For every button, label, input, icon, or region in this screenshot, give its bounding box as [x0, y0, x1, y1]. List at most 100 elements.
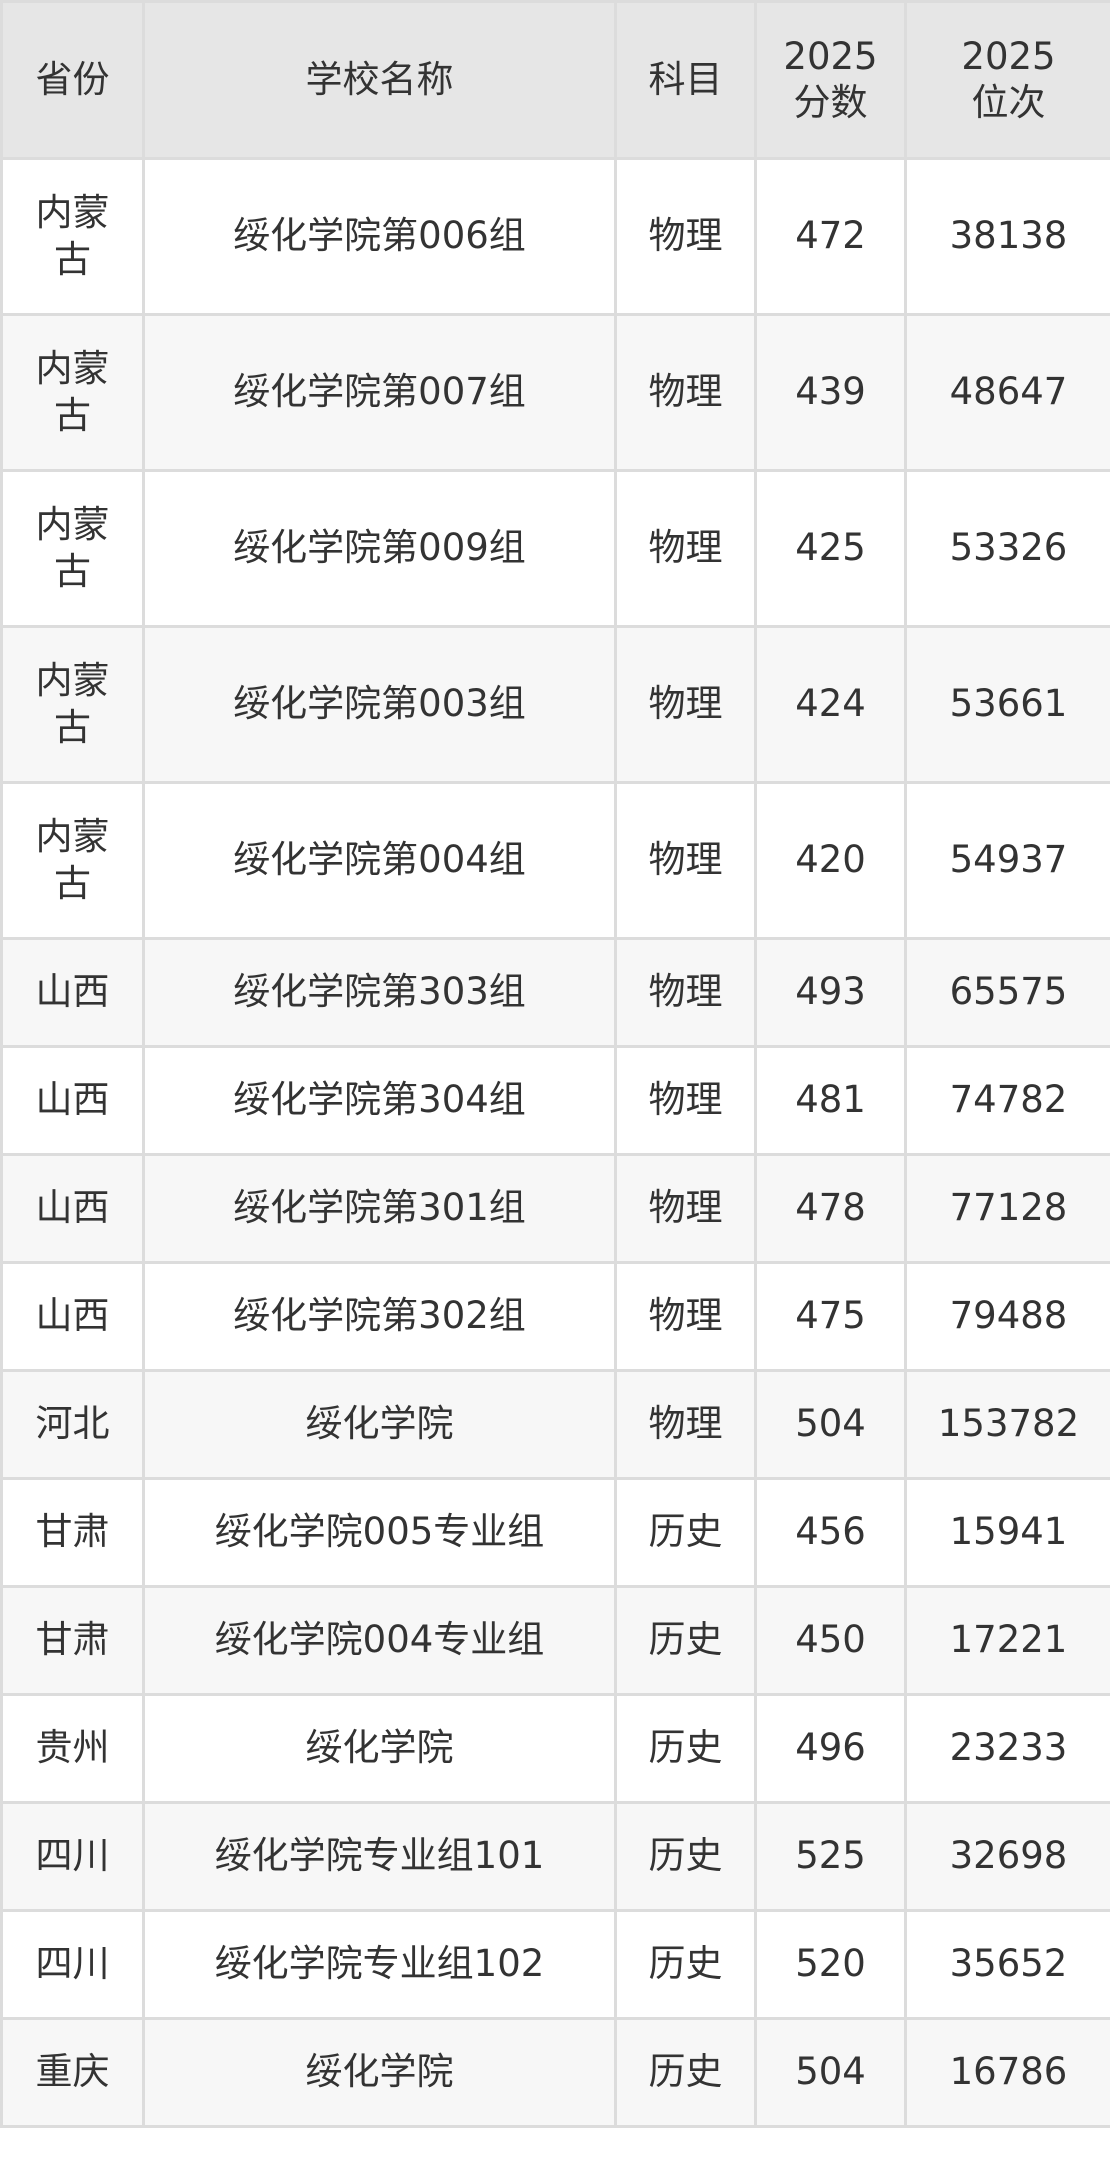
cell-score: 496	[754, 1693, 907, 1804]
cell-school: 绥化学院	[142, 1369, 617, 1480]
header-score: 2025 分数	[754, 0, 907, 160]
cell-score: 525	[754, 1801, 907, 1912]
table-row: 山西 绥化学院第303组 物理 493 65575	[0, 937, 1110, 1048]
cell-subject: 物理	[614, 1261, 757, 1372]
cell-school: 绥化学院	[142, 1693, 617, 1804]
cell-subject: 历史	[614, 1801, 757, 1912]
cell-province: 贵州	[0, 1693, 145, 1804]
cell-school: 绥化学院第004组	[142, 781, 617, 940]
cell-subject: 物理	[614, 781, 757, 940]
cell-province: 山西	[0, 937, 145, 1048]
header-school: 学校名称	[142, 0, 617, 160]
cell-province: 内蒙古	[0, 781, 145, 940]
header-rank-year: 2025	[961, 34, 1056, 78]
cell-province: 内蒙古	[0, 157, 145, 316]
cell-subject: 物理	[614, 313, 757, 472]
cell-province: 山西	[0, 1153, 145, 1264]
table-row: 内蒙古 绥化学院第003组 物理 424 53661	[0, 625, 1110, 784]
cell-score: 472	[754, 157, 907, 316]
table-row: 山西 绥化学院第302组 物理 475 79488	[0, 1261, 1110, 1372]
cell-rank: 54937	[904, 781, 1110, 940]
cell-score: 475	[754, 1261, 907, 1372]
cell-province: 内蒙古	[0, 313, 145, 472]
header-score-year: 2025	[783, 34, 878, 78]
cell-score: 520	[754, 1909, 907, 2020]
table-row: 重庆 绥化学院 历史 504 16786	[0, 2017, 1110, 2128]
table-row: 内蒙古 绥化学院第007组 物理 439 48647	[0, 313, 1110, 472]
cell-score: 504	[754, 2017, 907, 2128]
cell-score: 439	[754, 313, 907, 472]
cell-subject: 历史	[614, 1693, 757, 1804]
table-row: 内蒙古 绥化学院第006组 物理 472 38138	[0, 157, 1110, 316]
cell-rank: 48647	[904, 313, 1110, 472]
cell-score: 425	[754, 469, 907, 628]
table-row: 四川 绥化学院专业组102 历史 520 35652	[0, 1909, 1110, 2020]
cell-score: 478	[754, 1153, 907, 1264]
cell-score: 424	[754, 625, 907, 784]
cell-school: 绥化学院第007组	[142, 313, 617, 472]
cell-rank: 38138	[904, 157, 1110, 316]
cell-rank: 35652	[904, 1909, 1110, 2020]
cell-rank: 79488	[904, 1261, 1110, 1372]
cell-school: 绥化学院第009组	[142, 469, 617, 628]
table-row: 河北 绥化学院 物理 504 153782	[0, 1369, 1110, 1480]
cell-school: 绥化学院专业组102	[142, 1909, 617, 2020]
cell-school: 绥化学院第006组	[142, 157, 617, 316]
cell-province: 重庆	[0, 2017, 145, 2128]
header-province: 省份	[0, 0, 145, 160]
table-row: 四川 绥化学院专业组101 历史 525 32698	[0, 1801, 1110, 1912]
cell-school: 绥化学院第304组	[142, 1045, 617, 1156]
cell-subject: 物理	[614, 625, 757, 784]
cell-province: 山西	[0, 1045, 145, 1156]
cell-school: 绥化学院005专业组	[142, 1477, 617, 1588]
cell-school: 绥化学院第303组	[142, 937, 617, 1048]
cell-province: 甘肃	[0, 1477, 145, 1588]
cell-school: 绥化学院专业组101	[142, 1801, 617, 1912]
table-row: 山西 绥化学院第304组 物理 481 74782	[0, 1045, 1110, 1156]
header-school-label: 学校名称	[305, 57, 454, 101]
cell-subject: 物理	[614, 1369, 757, 1480]
cell-rank: 77128	[904, 1153, 1110, 1264]
table-body: 内蒙古 绥化学院第006组 物理 472 38138 内蒙古 绥化学院第007组 物理 439 4…	[0, 157, 1110, 2128]
table-row: 贵州 绥化学院 历史 496 23233	[0, 1693, 1110, 1804]
cell-rank: 32698	[904, 1801, 1110, 1912]
cell-rank: 15941	[904, 1477, 1110, 1588]
cell-rank: 23233	[904, 1693, 1110, 1804]
header-subject-label: 科目	[648, 57, 723, 101]
cell-school: 绥化学院	[142, 2017, 617, 2128]
cell-rank: 53661	[904, 625, 1110, 784]
table-row: 内蒙古 绥化学院第004组 物理 420 54937	[0, 781, 1110, 940]
cell-rank: 53326	[904, 469, 1110, 628]
cell-score: 481	[754, 1045, 907, 1156]
cell-rank: 153782	[904, 1369, 1110, 1480]
cell-score: 493	[754, 937, 907, 1048]
header-rank-label: 位次	[971, 81, 1046, 124]
cell-rank: 65575	[904, 937, 1110, 1048]
cell-school: 绥化学院004专业组	[142, 1585, 617, 1696]
cell-subject: 历史	[614, 1585, 757, 1696]
cell-score: 420	[754, 781, 907, 940]
cell-province: 内蒙古	[0, 469, 145, 628]
cell-province: 山西	[0, 1261, 145, 1372]
cell-rank: 16786	[904, 2017, 1110, 2128]
cell-province: 四川	[0, 1909, 145, 2020]
header-rank: 2025 位次	[904, 0, 1110, 160]
cell-score: 504	[754, 1369, 907, 1480]
header-province-label: 省份	[35, 57, 110, 101]
header-row: 省份 学校名称 科目 2025 分数 2025 位次	[0, 0, 1110, 160]
cell-school: 绥化学院第301组	[142, 1153, 617, 1264]
cell-subject: 历史	[614, 2017, 757, 2128]
table-row: 山西 绥化学院第301组 物理 478 77128	[0, 1153, 1110, 1264]
cell-subject: 历史	[614, 1909, 757, 2020]
cell-rank: 74782	[904, 1045, 1110, 1156]
cell-school: 绥化学院第302组	[142, 1261, 617, 1372]
cell-school: 绥化学院第003组	[142, 625, 617, 784]
cell-province: 四川	[0, 1801, 145, 1912]
cell-score: 450	[754, 1585, 907, 1696]
table-row: 内蒙古 绥化学院第009组 物理 425 53326	[0, 469, 1110, 628]
header-score-label: 分数	[793, 81, 868, 124]
cell-subject: 物理	[614, 1153, 757, 1264]
cell-subject: 历史	[614, 1477, 757, 1588]
header-subject: 科目	[614, 0, 757, 160]
cell-score: 456	[754, 1477, 907, 1588]
